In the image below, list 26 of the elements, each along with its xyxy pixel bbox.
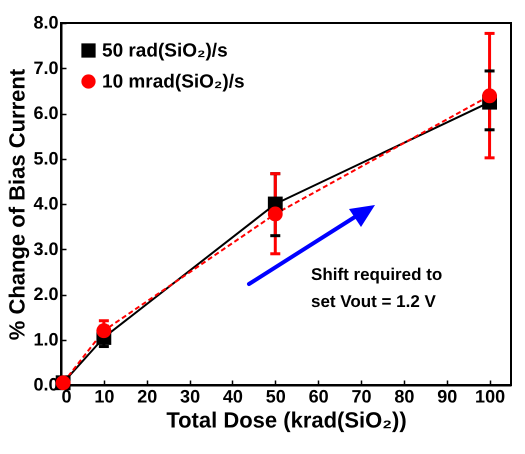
x-tick-label: 20 <box>137 386 158 406</box>
y-tick-label: 5.0 <box>33 148 58 168</box>
y-tick-label: 4.0 <box>33 194 58 214</box>
y-axis-title: % Change of Bias Current <box>4 68 30 340</box>
legend-label: 10 mrad(SiO₂)/s <box>102 72 245 92</box>
annotation: Shift required to set Vout = 1.2 V <box>311 265 442 311</box>
x-tick-label: 0 <box>62 386 72 406</box>
y-tick-label: 7.0 <box>33 58 58 78</box>
point <box>482 88 497 104</box>
x-tick-label: 50 <box>266 386 286 406</box>
legend-label: 50 rad(SiO₂)/s <box>102 40 228 62</box>
y-tick-label: 3.0 <box>33 238 58 259</box>
x-tick-label: 10 <box>94 386 114 406</box>
point <box>268 206 283 222</box>
x-tick-label: 70 <box>351 386 372 406</box>
y-tick-label: 8.0 <box>33 12 58 32</box>
x-tick-label: 30 <box>180 386 200 406</box>
y-tick-label: 2.0 <box>33 284 58 304</box>
x-tick-label: 90 <box>437 386 458 406</box>
x-axis-title: Total Dose (krad(SiO₂)) <box>166 408 407 432</box>
x-tick-label: 100 <box>475 386 506 406</box>
y-tick-label: 1.0 <box>33 329 58 350</box>
x-tick-label: 40 <box>222 386 243 406</box>
y-tick-label: 6.0 <box>33 103 58 123</box>
x-tick-label: 80 <box>394 386 414 406</box>
x-tick-label: 60 <box>308 386 329 406</box>
